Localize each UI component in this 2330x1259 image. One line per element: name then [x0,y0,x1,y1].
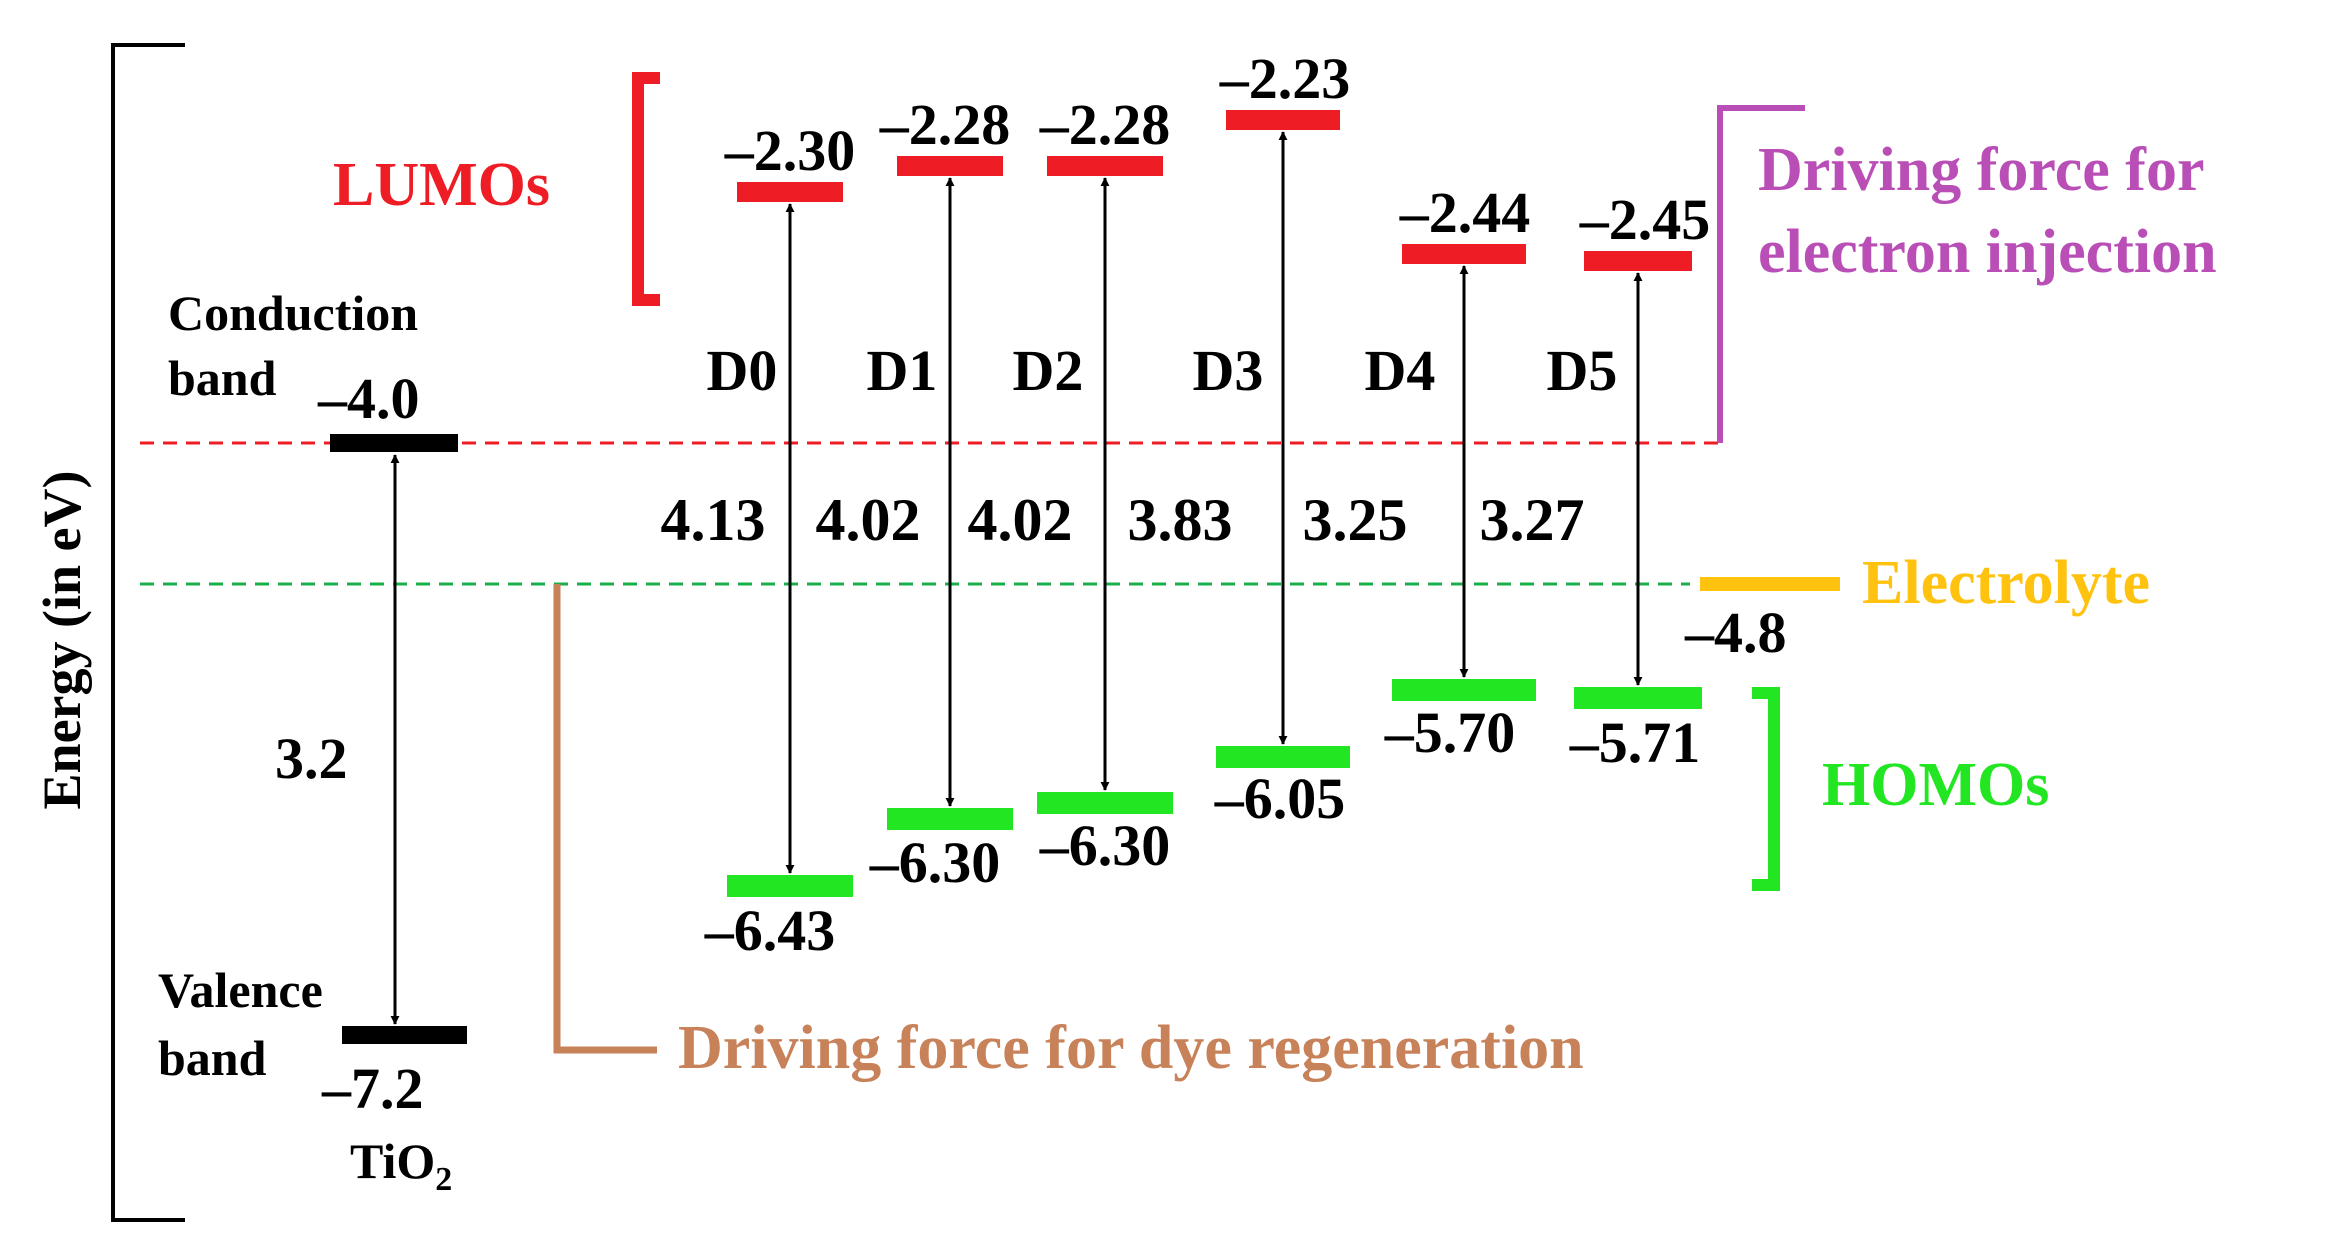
conduction-label: Conduction [168,285,418,341]
conduction-value: –4.0 [317,366,420,431]
injection-label-2: electron injection [1758,218,2217,286]
lumos-label: LUMOs [333,151,550,219]
d0-homo-value: –6.43 [704,898,836,963]
axis-label: Energy (in eV) [32,471,92,810]
d0-gap-value: 4.13 [661,487,766,553]
d3-homo-value: –6.05 [1214,766,1346,831]
tio2-label: TiO2 [350,1133,452,1198]
injection-bracket [1717,105,1805,443]
tio2-name: TiO [350,1133,435,1189]
regeneration-bracket [553,584,657,1054]
d1-name: D1 [867,338,938,403]
d3-lumo-value: –2.23 [1219,46,1351,111]
d4-lumo-value: –2.44 [1399,180,1531,245]
d3-name: D3 [1193,338,1264,403]
electrolyte-label: Electrolyte [1862,549,2150,617]
axis-bracket [111,43,185,1222]
d0-lumo-value: –2.30 [724,118,856,183]
d5-homo-value: –5.71 [1569,710,1701,775]
tio2-subscript: 2 [435,1161,452,1198]
d4-name: D4 [1365,338,1436,403]
lumos-bracket [632,72,660,306]
d5-name: D5 [1547,338,1618,403]
d4-gap-value: 3.25 [1303,487,1408,553]
d2-name: D2 [1013,338,1084,403]
valence-label-2: band [158,1030,267,1086]
d1-gap-value: 4.02 [816,487,921,553]
injection-label: Driving force for [1758,136,2204,204]
d1-lumo-value: –2.28 [879,92,1011,157]
tio2-gap-value: 3.2 [275,726,348,791]
d0-name: D0 [707,338,778,403]
valence-value: –7.2 [321,1056,424,1121]
d2-gap-value: 4.02 [968,487,1073,553]
d2-homo-value: –6.30 [1039,813,1171,878]
d5-lumo-value: –2.45 [1579,187,1711,252]
d5-gap-value: 3.27 [1480,487,1585,553]
conduction-label-2: band [168,350,277,406]
d4-homo-value: –5.70 [1384,700,1516,765]
dye-levels: –2.30 –6.43 D0 4.13 –2.28 –6.30 D1 4.02 –2.28 –6.… [661,46,1711,963]
electrolyte-value: –4.8 [1684,600,1787,665]
homos-bracket [1752,687,1780,891]
homos-label: HOMOs [1822,751,2049,819]
regeneration-label: Driving force for dye regeneration [678,1014,1584,1082]
d1-homo-value: –6.30 [869,830,1001,895]
d2-lumo-value: –2.28 [1039,92,1171,157]
d3-gap-value: 3.83 [1128,487,1233,553]
valence-label: Valence [158,962,323,1018]
